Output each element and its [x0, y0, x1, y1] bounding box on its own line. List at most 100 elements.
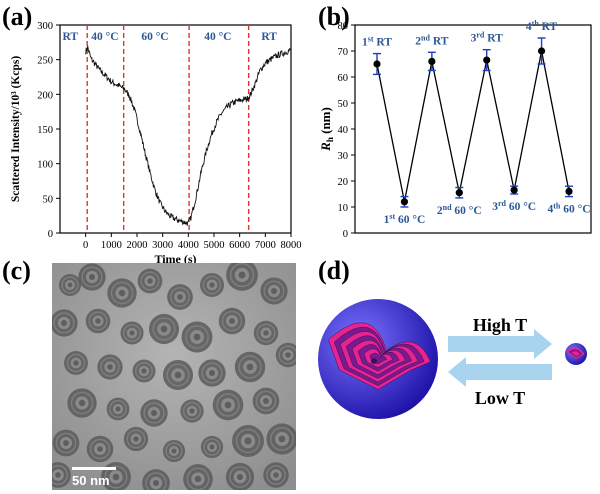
- particle-ring: [203, 438, 221, 456]
- plot-frame: [59, 24, 292, 234]
- cooling-arrow: [448, 357, 552, 387]
- particle-ring: [169, 286, 191, 308]
- particle-center: [244, 437, 252, 445]
- large-sphere-center: [371, 358, 377, 364]
- particle-center: [115, 406, 121, 412]
- particle-center: [152, 479, 160, 487]
- x-tick-label: 5000: [204, 240, 225, 251]
- particle-ring: [88, 311, 108, 331]
- particle-ring: [134, 361, 154, 381]
- intensity-series: [85, 45, 292, 226]
- particle-center: [278, 435, 286, 443]
- panel-label-c: (c): [2, 256, 31, 285]
- particle-ring: [221, 310, 243, 332]
- scale-bar: [72, 467, 116, 470]
- x-tick-label: 6000: [229, 240, 250, 251]
- particle-ring: [66, 353, 86, 373]
- y-tick-label: 300: [37, 21, 53, 32]
- particle-ring: [126, 429, 146, 449]
- particle-center: [78, 399, 86, 407]
- data-point: [400, 198, 409, 206]
- small-sphere-ring: [571, 351, 580, 357]
- particle-ring: [235, 428, 261, 454]
- particle-center: [89, 274, 95, 280]
- particle-center: [133, 436, 139, 442]
- y-tick-label: 70: [338, 47, 349, 58]
- particle-ring: [70, 391, 94, 415]
- y-tick-label: 100: [37, 160, 53, 171]
- particle-center: [238, 271, 246, 279]
- point-label: 3rd RT: [471, 31, 504, 45]
- x-tick-label: 8000: [281, 240, 302, 251]
- point-label: 1st RT: [362, 35, 392, 49]
- particle-ring: [55, 432, 77, 454]
- particle-center: [118, 289, 126, 297]
- particle-center: [97, 446, 103, 452]
- particle-center: [95, 318, 101, 324]
- intensity-time-chart: 0 1000 2000 3000 4000 5000 6000 7000 8000 0 50 100 1…: [10, 21, 302, 266]
- particle-ring: [216, 393, 240, 417]
- data-point: [455, 189, 463, 197]
- particle-center: [141, 368, 147, 374]
- particle-center: [229, 318, 235, 324]
- y-tick-label: 60: [338, 73, 349, 84]
- particle-ring: [53, 312, 75, 334]
- x-tick-label: 0: [83, 240, 88, 251]
- particle-ring: [263, 280, 285, 302]
- x-tick-label: 2000: [127, 240, 148, 251]
- y-axis-label: Rh (nm): [318, 107, 335, 152]
- point-label: 1st 60 °C: [384, 212, 426, 226]
- data-point: [510, 186, 518, 194]
- particle-center: [224, 401, 232, 409]
- particle-center: [150, 409, 158, 417]
- particle-ring: [110, 281, 134, 305]
- region-label: 40 °C: [204, 31, 231, 43]
- particle-ring: [89, 438, 111, 460]
- data-point: [428, 57, 436, 65]
- particle-center: [209, 282, 215, 288]
- particle-ring: [100, 357, 120, 377]
- particle-ring: [104, 465, 128, 489]
- y-tick-label: 40: [338, 125, 349, 136]
- point-label: 2nd 60 °C: [437, 203, 482, 217]
- point-label: 4th RT: [526, 19, 558, 33]
- point-label: 4th 60 °C: [547, 202, 590, 216]
- particle-center: [112, 473, 120, 481]
- particle-center: [171, 448, 177, 454]
- particle-ring: [140, 271, 160, 291]
- schematic-diagram: High T Low T: [318, 299, 587, 419]
- particle-ring: [270, 427, 294, 451]
- data-point: [373, 60, 381, 68]
- y-tick-label: 10: [338, 203, 349, 214]
- y-tick-label: 200: [37, 90, 53, 101]
- x-tick-label: 3000: [152, 240, 173, 251]
- tem-image: [52, 263, 296, 490]
- particle-center: [73, 360, 79, 366]
- radius-cycle-chart: 0 10 20 30 40 50 60 70 80 Rh (nm) 1st RT 1st 60 °C 2…: [318, 19, 592, 240]
- particle-center: [160, 325, 168, 333]
- y-axis-label: Scattered Intensity/10³ (Kcps): [10, 56, 22, 203]
- heating-arrow: [448, 329, 552, 359]
- particle-center: [209, 444, 215, 450]
- particle-ring: [143, 402, 165, 424]
- data-point: [537, 47, 546, 55]
- particle-ring: [238, 355, 262, 379]
- y-tick-label: 30: [338, 151, 349, 162]
- region-label: RT: [261, 31, 277, 43]
- particle-ring: [182, 401, 202, 421]
- particle-ring: [229, 263, 255, 288]
- particle-ring: [109, 400, 127, 418]
- point-label: 3rd 60 °C: [492, 199, 536, 213]
- particle-center: [174, 371, 182, 379]
- region-label: 40 °C: [91, 31, 118, 43]
- y-tick-label: 250: [37, 56, 53, 67]
- x-tick-label: 1000: [101, 240, 122, 251]
- particle-center: [67, 282, 73, 288]
- particle-ring: [266, 465, 286, 485]
- particle-center: [194, 475, 202, 483]
- particle-ring: [255, 390, 277, 412]
- particle-center: [129, 330, 135, 336]
- particle-ring: [256, 323, 276, 343]
- x-tick-label: 4000: [178, 240, 199, 251]
- y-tick-label: 80: [338, 21, 349, 32]
